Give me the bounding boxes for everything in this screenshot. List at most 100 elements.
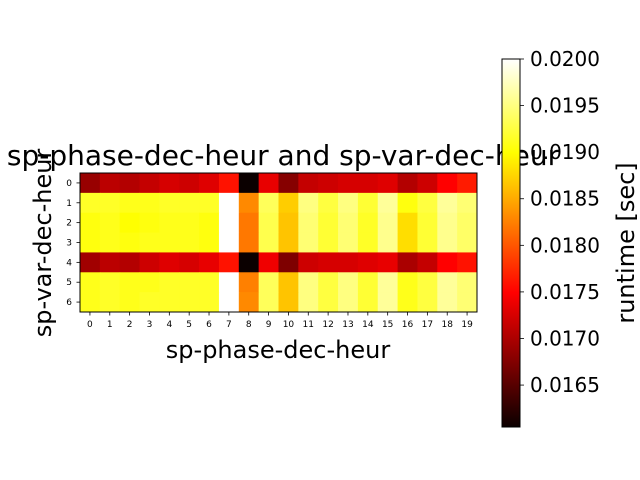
heatmap-cell — [238, 292, 260, 313]
heatmap-cell — [318, 292, 339, 313]
heatmap-cell — [159, 232, 180, 253]
heatmap-cell — [437, 252, 458, 273]
heatmap-cell — [457, 252, 478, 273]
heatmap-cell — [238, 252, 260, 273]
x-tick-label: 5 — [186, 320, 192, 330]
y-tick-label: 6 — [66, 298, 72, 308]
heatmap-cell — [238, 212, 260, 234]
heatmap-cell — [318, 212, 339, 234]
heatmap-cell — [238, 232, 260, 253]
heatmap-cell — [218, 192, 240, 214]
heatmap-cell — [377, 292, 399, 313]
heatmap-cell — [437, 232, 458, 253]
x-tick-label: 17 — [422, 320, 433, 330]
heatmap-cell — [357, 252, 379, 273]
heatmap-cell — [417, 232, 438, 253]
heatmap-cell — [119, 272, 141, 293]
heatmap-cell — [338, 173, 359, 194]
heatmap-cell — [199, 212, 220, 234]
heatmap-cell — [179, 292, 200, 313]
colorbar — [501, 58, 521, 428]
y-tick-label: 1 — [66, 199, 72, 209]
heatmap-cell — [258, 212, 279, 234]
heatmap-cell — [338, 252, 359, 273]
colorbar-tick-label: 0.0195 — [530, 94, 600, 118]
heatmap-cell — [457, 192, 478, 214]
heatmap-cell — [338, 232, 359, 253]
y-ticks: 0 1 2 3 4 5 6 — [66, 179, 80, 308]
heatmap-cell — [159, 173, 180, 194]
heatmap-cell — [318, 192, 339, 214]
heatmap-cell — [139, 192, 160, 214]
heatmap-cell — [159, 192, 180, 214]
heatmap-cell — [119, 292, 141, 313]
heatmap-cell — [298, 252, 319, 273]
heatmap-cell — [417, 252, 438, 273]
heatmap-cell — [377, 173, 399, 194]
heatmap-cell — [258, 173, 279, 194]
heatmap-cell — [298, 272, 319, 293]
heatmap-cell — [417, 173, 438, 194]
heatmap-cell — [258, 292, 279, 313]
heatmap-cell — [99, 212, 121, 234]
heatmap-cell — [377, 192, 399, 214]
heatmap-cell — [99, 272, 121, 293]
heatmap-cell — [377, 212, 399, 234]
heatmap-cell — [99, 232, 121, 253]
heatmap-cell — [437, 173, 458, 194]
y-tick-label: 3 — [66, 239, 72, 249]
colorbar-label: runtime [sec] — [612, 162, 640, 323]
colorbar-tick-label: 0.0175 — [530, 280, 600, 304]
heatmap-cell — [457, 292, 478, 313]
heatmap-cell — [199, 232, 220, 253]
heatmap-cell — [119, 232, 141, 253]
heatmap-cell — [218, 292, 240, 313]
heatmap-cell — [437, 292, 458, 313]
heatmap-cell — [258, 232, 279, 253]
heatmap-cell — [139, 212, 160, 234]
heatmap-cell — [139, 272, 160, 293]
heatmap-cell — [298, 192, 319, 214]
colorbar-tick-label: 0.0170 — [530, 326, 600, 350]
heatmap-cell — [199, 292, 220, 313]
heatmap-cell — [318, 252, 339, 273]
heatmap-cell — [258, 272, 279, 293]
y-tick-label: 4 — [66, 258, 72, 268]
x-tick-label: 8 — [246, 320, 252, 330]
x-tick-label: 1 — [107, 320, 113, 330]
x-tick-label: 12 — [322, 320, 333, 330]
heatmap-cell — [159, 212, 180, 234]
x-tick-label: 0 — [87, 320, 93, 330]
heatmap-cell — [258, 192, 279, 214]
heatmap-cell — [139, 232, 160, 253]
colorbar-tick-label: 0.0185 — [530, 187, 600, 211]
heatmap-cell — [278, 252, 299, 273]
heatmap-cell — [357, 192, 379, 214]
y-tick-label: 0 — [66, 179, 72, 189]
heatmap-cell — [119, 173, 141, 194]
heatmap-cell — [80, 212, 101, 234]
x-tick-label: 6 — [206, 320, 212, 330]
y-tick-label: 2 — [66, 219, 72, 229]
x-tick-label: 15 — [382, 320, 393, 330]
heatmap-cell — [139, 292, 160, 313]
heatmap-cell — [99, 292, 121, 313]
heatmap-cell — [318, 173, 339, 194]
heatmap-cell — [199, 192, 220, 214]
x-tick-label: 3 — [147, 320, 153, 330]
x-tick-label: 14 — [362, 320, 374, 330]
heatmap-cell — [179, 192, 200, 214]
heatmap-cell — [179, 212, 200, 234]
heatmap-cell — [338, 272, 359, 293]
heatmap-cell — [199, 252, 220, 273]
heatmap-cell — [298, 232, 319, 253]
colorbar-ticks: 0.0165 0.0170 0.0175 0.0180 0.0185 0.0190 0.01… — [520, 47, 600, 397]
chart-title: sp-phase-dec-heur and sp-var-dec-heur — [7, 139, 560, 172]
heatmap-cell — [199, 173, 220, 194]
heatmap-cell — [199, 272, 220, 293]
x-tick-label: 7 — [226, 320, 232, 330]
heatmap-cell — [238, 192, 260, 214]
heatmap-cell — [139, 252, 160, 273]
heatmap-cell — [119, 192, 141, 214]
